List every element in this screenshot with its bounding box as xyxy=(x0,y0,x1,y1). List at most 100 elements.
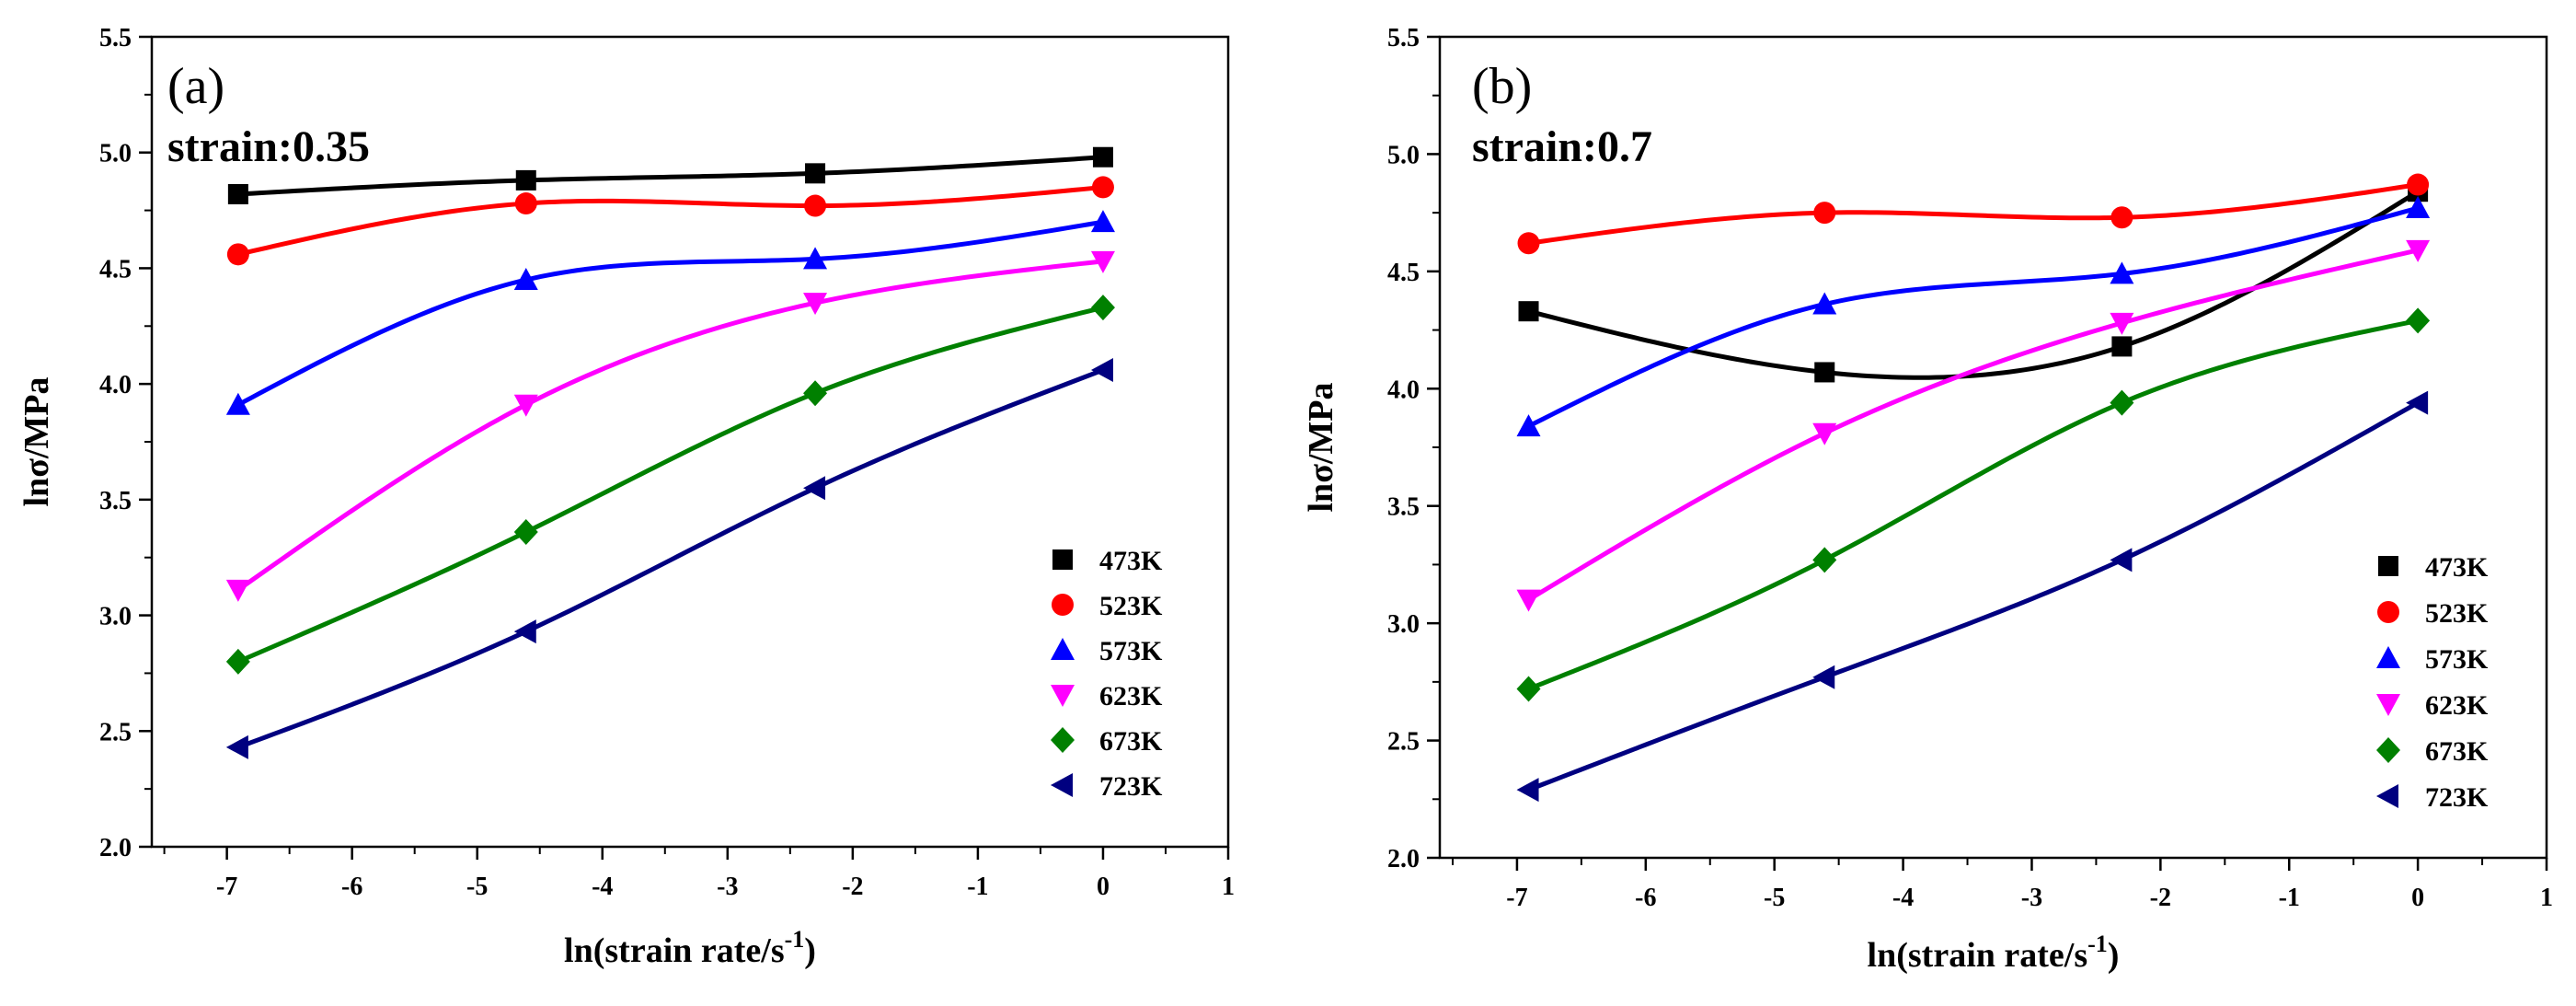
data-point-523K xyxy=(1517,232,1540,255)
y-tick-label: 2.0 xyxy=(99,834,132,862)
series-line-473K xyxy=(1527,190,2420,380)
data-point-523K xyxy=(1813,202,1836,225)
data-point-623K xyxy=(513,394,538,417)
data-point-523K xyxy=(514,192,537,215)
x-tick-label: -6 xyxy=(1635,884,1656,912)
data-point-723K xyxy=(2110,548,2133,572)
y-tick-label: 4.5 xyxy=(99,255,132,283)
x-tick-label: -3 xyxy=(717,873,738,901)
data-point-573K xyxy=(2406,196,2431,219)
series-line-473K xyxy=(237,155,1104,197)
data-point-723K xyxy=(1516,778,1539,803)
data-point-473K xyxy=(1518,301,1539,322)
data-point-473K xyxy=(1814,362,1835,383)
x-axis-label: ln(strain rate/s-1) xyxy=(564,926,816,970)
series-line-723K xyxy=(237,367,1104,750)
strain-annotation: strain:0.35 xyxy=(167,122,370,171)
y-tick-label: 4.5 xyxy=(1387,259,1420,287)
legend-marker-673K xyxy=(2376,737,2400,763)
legend-marker-523K xyxy=(1052,594,1074,616)
data-point-623K xyxy=(803,293,828,316)
data-point-723K xyxy=(1812,665,1835,689)
data-point-623K xyxy=(225,579,250,602)
data-point-673K xyxy=(2406,307,2431,334)
legend-marker-573K xyxy=(2376,646,2400,668)
legend-label-673K: 673K xyxy=(2425,736,2489,767)
data-point-473K xyxy=(227,183,248,204)
x-tick-label: -3 xyxy=(2021,884,2042,912)
y-tick-label: 5.5 xyxy=(1387,24,1420,52)
series-line-523K xyxy=(237,184,1104,257)
data-point-673K xyxy=(803,380,828,407)
series-line-723K xyxy=(1527,400,2420,792)
legend-label-473K: 473K xyxy=(2425,552,2489,583)
data-point-523K xyxy=(804,194,827,217)
legend-marker-723K xyxy=(1051,773,1073,797)
x-tick-label: -2 xyxy=(842,873,863,901)
data-point-623K xyxy=(1090,250,1115,273)
legend-label-723K: 723K xyxy=(1099,771,1163,802)
series-line-523K xyxy=(1528,182,2419,246)
series-line-673K xyxy=(1527,318,2419,691)
data-point-473K xyxy=(515,169,536,191)
panel-a: -7 -6 -5 -4 -3 -2 -1 0 1 2.0 2.5 3.0 3.5 4.0 4.5 5.0 5.5… xyxy=(17,24,1235,970)
y-tick-label: 2.0 xyxy=(1387,845,1420,873)
data-point-623K xyxy=(2110,312,2134,335)
y-tick-label: 3.5 xyxy=(1387,493,1420,522)
x-tick-label: 0 xyxy=(1097,873,1110,901)
data-point-523K xyxy=(2110,206,2133,229)
legend-marker-523K xyxy=(2377,601,2399,623)
legend-label-673K: 673K xyxy=(1099,726,1163,757)
legend-marker-473K xyxy=(2378,556,2398,576)
y-tick-label: 4.0 xyxy=(99,371,132,399)
y-tick-label: 5.0 xyxy=(99,140,132,168)
x-tick-label: -5 xyxy=(466,873,488,901)
data-point-673K xyxy=(2110,389,2134,416)
legend-marker-473K xyxy=(1052,549,1073,570)
legend-label-473K: 473K xyxy=(1099,546,1163,576)
series-line-573K xyxy=(236,219,1104,407)
panel-label: (b) xyxy=(1472,58,1532,115)
x-tick-label: 0 xyxy=(2411,884,2424,912)
data-point-673K xyxy=(1516,676,1541,702)
data-point-673K xyxy=(1090,295,1115,321)
x-tick-label: -1 xyxy=(2279,884,2300,912)
y-tick-label: 5.0 xyxy=(1387,141,1420,169)
y-tick-label: 5.5 xyxy=(99,24,132,52)
data-point-623K xyxy=(2406,239,2431,262)
legend-label-723K: 723K xyxy=(2425,782,2489,813)
data-point-723K xyxy=(2406,390,2429,415)
data-point-673K xyxy=(225,648,250,675)
legend-marker-673K xyxy=(1051,727,1075,753)
x-tick-label: -4 xyxy=(1892,884,1914,912)
legend-marker-723K xyxy=(2376,784,2398,808)
series-line-673K xyxy=(236,305,1104,665)
data-point-573K xyxy=(803,247,828,270)
data-point-723K xyxy=(513,619,536,644)
y-tick-label: 3.0 xyxy=(99,603,132,631)
y-tick-label: 4.0 xyxy=(1387,376,1420,404)
data-point-473K xyxy=(805,163,826,184)
legend-marker-623K xyxy=(1051,685,1075,707)
y-axis-label: lnσ/MPa xyxy=(17,377,56,507)
y-tick-label: 3.5 xyxy=(99,487,132,515)
data-point-623K xyxy=(1812,422,1837,445)
y-axis-label: lnσ/MPa xyxy=(1302,383,1340,513)
series-line-623K xyxy=(1527,248,2419,602)
x-tick-label: -7 xyxy=(216,873,237,901)
legend-marker-573K xyxy=(1051,638,1075,660)
data-point-723K xyxy=(225,734,248,759)
data-point-473K xyxy=(2111,336,2133,357)
panel-b: -7 -6 -5 -4 -3 -2 -1 0 1 2.0 2.5 3.0 3.5 4.0 4.5 5.0 5.5… xyxy=(1302,24,2553,975)
data-point-723K xyxy=(803,476,826,501)
legend-marker-623K xyxy=(2376,694,2400,716)
data-point-473K xyxy=(1092,146,1113,168)
series-line-623K xyxy=(236,259,1104,592)
legend-label-623K: 623K xyxy=(2425,690,2489,721)
x-tick-label: -6 xyxy=(341,873,362,901)
data-point-673K xyxy=(513,519,538,546)
x-axis-label: ln(strain rate/s-1) xyxy=(1868,931,2120,975)
legend-label-573K: 573K xyxy=(2425,644,2489,675)
data-point-523K xyxy=(226,243,249,266)
data-point-573K xyxy=(2110,261,2134,284)
